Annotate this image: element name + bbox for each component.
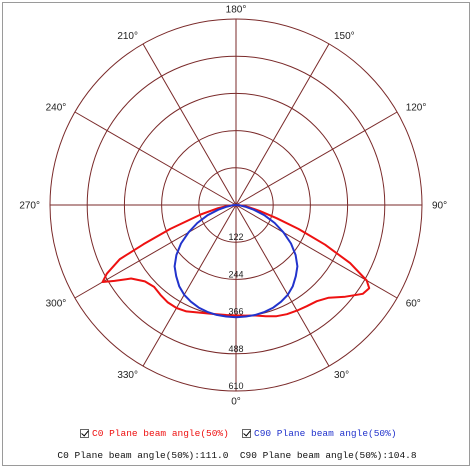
grid-spoke xyxy=(235,204,330,367)
radial-tick-label: 610 xyxy=(228,381,243,391)
c0-curve xyxy=(101,204,371,318)
grid-spoke xyxy=(142,43,237,206)
polar-grid xyxy=(49,18,423,392)
grid-spoke xyxy=(235,204,398,299)
angle-label: 0° xyxy=(231,397,241,408)
legend-label-c0: C0 Plane beam angle(50%) xyxy=(92,428,229,439)
grid-spoke xyxy=(74,111,237,206)
checkbox-c0[interactable] xyxy=(80,429,89,438)
angle-label: 30° xyxy=(334,370,349,381)
polar-chart: 122 244 366 488 610 180° 150° 120° 90° 60° 30° 0° 33… xyxy=(19,5,447,408)
radial-tick-label: 488 xyxy=(228,344,243,354)
angle-label: 210° xyxy=(117,31,138,42)
polar-curves xyxy=(101,204,371,319)
angle-label: 300° xyxy=(46,299,67,310)
checkbox-c90[interactable] xyxy=(242,429,251,438)
radial-tick-label: 366 xyxy=(228,307,243,317)
radial-tick-label: 244 xyxy=(228,269,243,279)
angle-label: 150° xyxy=(334,31,355,42)
angle-label: 90° xyxy=(432,201,447,212)
grid-spoke xyxy=(235,111,398,206)
beam-angle-summary: C0 Plane beam angle(50%):111.0 C90 Plane… xyxy=(57,450,417,461)
radial-tick-label: 122 xyxy=(228,232,243,242)
angle-label: 270° xyxy=(19,201,40,212)
angle-label: 240° xyxy=(46,103,67,114)
angle-label: 60° xyxy=(406,299,421,310)
angle-label: 330° xyxy=(117,370,138,381)
polar-labels: 122 244 366 488 610 180° 150° 120° 90° 60° 30° 0° 33… xyxy=(19,5,447,408)
legend-item-c90[interactable]: C90 Plane beam angle(50%) xyxy=(242,428,397,439)
legend: C0 Plane beam angle(50%) C90 Plane beam … xyxy=(0,428,474,442)
c90-curve xyxy=(173,204,299,319)
angle-label: 120° xyxy=(406,103,427,114)
grid-spoke xyxy=(235,43,330,206)
angle-label: 180° xyxy=(226,5,247,16)
grid-spoke xyxy=(142,204,237,367)
legend-label-c90: C90 Plane beam angle(50%) xyxy=(254,428,397,439)
legend-item-c0[interactable]: C0 Plane beam angle(50%) xyxy=(80,428,229,439)
grid-spoke xyxy=(74,204,237,299)
